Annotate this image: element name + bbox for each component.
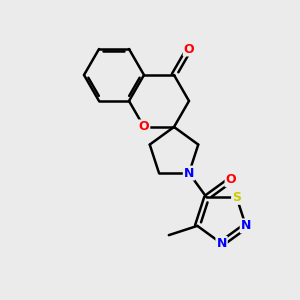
Text: N: N	[216, 237, 227, 250]
Text: S: S	[232, 191, 241, 204]
Text: O: O	[139, 121, 149, 134]
Text: O: O	[226, 173, 236, 186]
Text: N: N	[184, 167, 194, 180]
Text: O: O	[184, 43, 194, 56]
Text: N: N	[241, 219, 251, 232]
